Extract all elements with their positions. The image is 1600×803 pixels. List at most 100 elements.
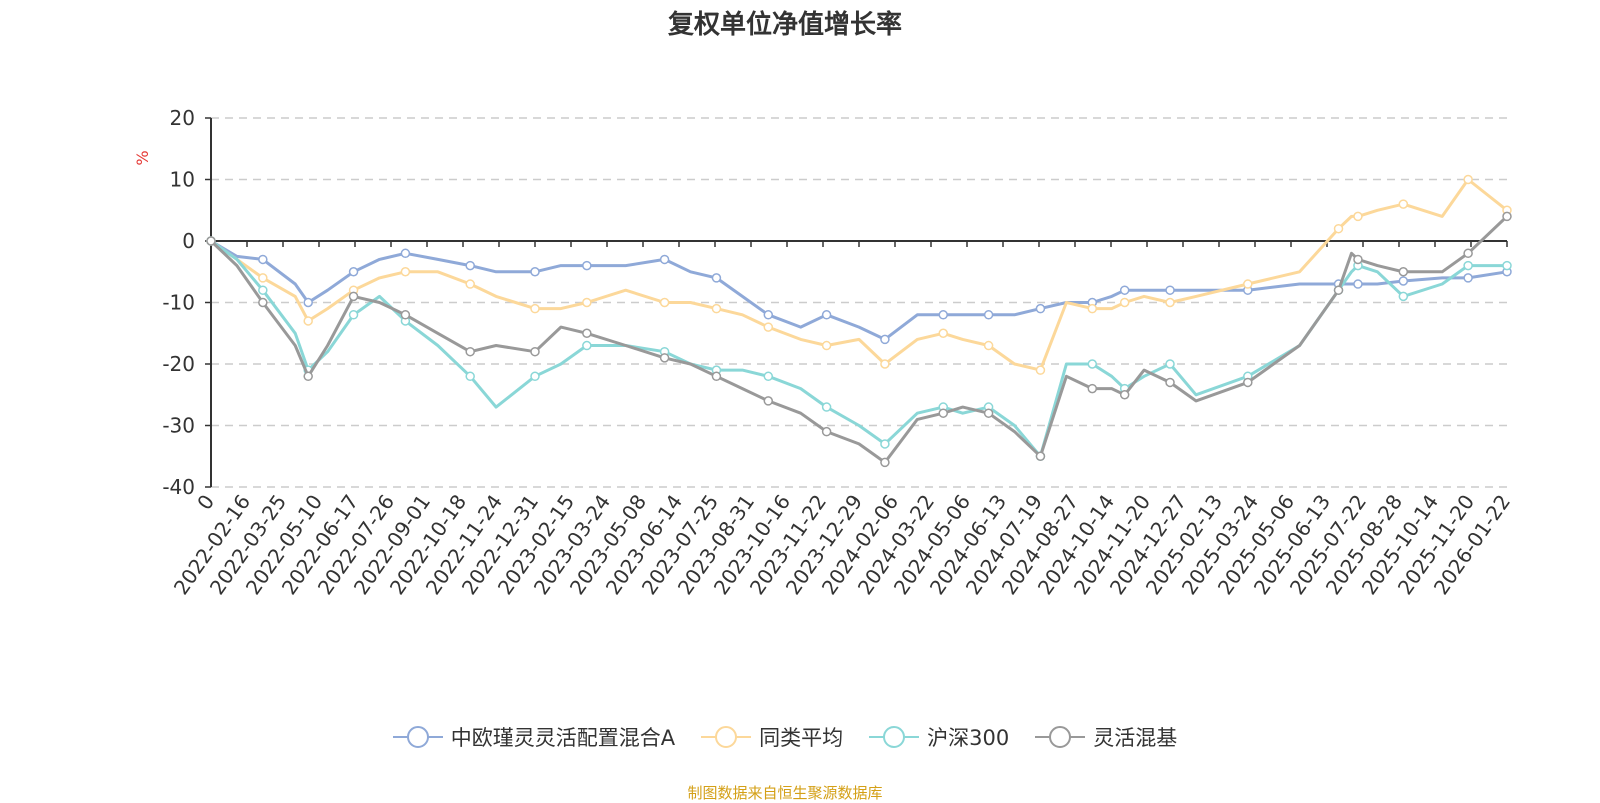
legend-label-csi300: 沪深300 — [927, 726, 1010, 750]
series-line-3 — [209, 215, 1509, 464]
series-point-0 — [1353, 279, 1363, 289]
series-point-0 — [711, 273, 722, 283]
series-point-1 — [1165, 297, 1175, 308]
series-point-1 — [582, 297, 592, 308]
series-point-3 — [530, 346, 540, 357]
series-point-3 — [983, 408, 994, 418]
series-point-1 — [258, 273, 268, 283]
series-point-2 — [1502, 260, 1512, 271]
series-point-3 — [258, 297, 268, 308]
series-point-0 — [1119, 285, 1130, 295]
series-point-0 — [880, 334, 890, 345]
legend: 中欧瑾灵灵活配置混合A 同类平均 沪深300 灵活混基 — [0, 722, 1570, 752]
series-point-1 — [1087, 303, 1098, 314]
series-point-2 — [880, 439, 890, 449]
series-point-3 — [1398, 267, 1409, 277]
series-point-3 — [1463, 248, 1473, 259]
series-point-1 — [659, 297, 670, 308]
legend-item-csi300[interactable]: 沪深300 — [869, 722, 1009, 752]
series-point-0 — [659, 254, 670, 265]
series-point-3 — [763, 396, 774, 406]
series-point-1 — [1035, 365, 1046, 375]
series-point-2 — [582, 340, 592, 351]
series-point-1 — [465, 279, 475, 289]
series-point-1 — [400, 267, 411, 277]
series-point-0 — [530, 267, 540, 277]
series-point-0 — [983, 310, 994, 320]
y-axis-label: % — [133, 150, 152, 165]
y-tick-label: -10 — [162, 291, 195, 315]
y-tick-label: -40 — [162, 475, 195, 499]
series-point-3 — [465, 346, 475, 357]
series-point-2 — [465, 371, 475, 382]
y-tick-label: -20 — [162, 352, 195, 376]
series-point-2 — [1398, 291, 1409, 302]
series-point-1 — [821, 340, 832, 351]
series-point-3 — [1353, 254, 1363, 265]
series-point-0 — [1035, 303, 1046, 314]
series-point-0 — [1398, 276, 1409, 286]
series-point-1 — [1398, 199, 1409, 209]
legend-swatch-flexible-icon — [1035, 726, 1086, 748]
series-point-1 — [711, 303, 722, 314]
series-point-3 — [1087, 383, 1098, 394]
y-tick-label: -30 — [162, 414, 195, 438]
series-point-3 — [582, 328, 592, 338]
series-point-1 — [303, 316, 313, 326]
series-point-1 — [938, 328, 948, 338]
legend-item-fund[interactable]: 中欧瑾灵灵活配置混合A — [392, 722, 676, 752]
series-point-2 — [1463, 260, 1473, 271]
x-tick-label: 0 — [192, 490, 219, 514]
series-point-3 — [711, 371, 722, 382]
legend-label-flexible-mixed: 灵活混基 — [1093, 726, 1178, 750]
series-point-3 — [348, 291, 359, 302]
legend-item-flexible-mixed[interactable]: 灵活混基 — [1035, 722, 1177, 752]
legend-swatch-peer-icon — [701, 726, 752, 748]
series-point-3 — [1502, 211, 1512, 222]
series-point-2 — [348, 310, 359, 320]
legend-swatch-csi300-icon — [869, 726, 920, 748]
series-point-3 — [206, 236, 216, 246]
series-point-3 — [400, 310, 411, 320]
series-point-2 — [763, 371, 774, 382]
series-point-3 — [303, 371, 313, 382]
series-point-0 — [582, 260, 592, 271]
series-point-1 — [1243, 279, 1253, 289]
series-point-1 — [1353, 211, 1363, 222]
legend-item-peer-average[interactable]: 同类平均 — [701, 722, 843, 752]
series-point-1 — [1333, 223, 1344, 234]
series-point-2 — [530, 371, 540, 382]
series-point-0 — [938, 310, 948, 320]
series-point-2 — [1165, 359, 1175, 369]
series-point-3 — [880, 457, 890, 468]
series-point-3 — [1035, 451, 1046, 461]
legend-label-fund: 中欧瑾灵灵活配置混合A — [450, 726, 676, 750]
series-point-0 — [1463, 273, 1473, 283]
series-point-0 — [400, 248, 411, 259]
y-tick-label: 0 — [182, 229, 195, 253]
series-point-1 — [983, 340, 994, 351]
series-point-3 — [938, 408, 948, 418]
series-point-1 — [530, 303, 540, 314]
series-point-0 — [465, 260, 475, 271]
series-point-0 — [763, 310, 774, 320]
series-point-1 — [880, 359, 890, 369]
series-point-1 — [1119, 297, 1130, 308]
series-point-2 — [1087, 359, 1098, 369]
legend-swatch-fund-icon — [392, 726, 443, 748]
series-point-0 — [821, 310, 832, 320]
chart-title: 复权单位净值增长率 — [667, 10, 902, 40]
series-point-0 — [303, 297, 313, 308]
y-tick-label: 10 — [170, 168, 195, 192]
series-point-3 — [1333, 285, 1344, 295]
legend-label-peer-average: 同类平均 — [759, 726, 844, 750]
series-point-3 — [821, 426, 832, 437]
series-point-0 — [258, 254, 268, 265]
series-point-3 — [659, 353, 670, 363]
series-point-1 — [1463, 174, 1473, 185]
series-point-0 — [348, 267, 359, 277]
series-point-2 — [821, 402, 832, 412]
series-point-3 — [1243, 377, 1253, 388]
series-point-0 — [1165, 285, 1175, 295]
